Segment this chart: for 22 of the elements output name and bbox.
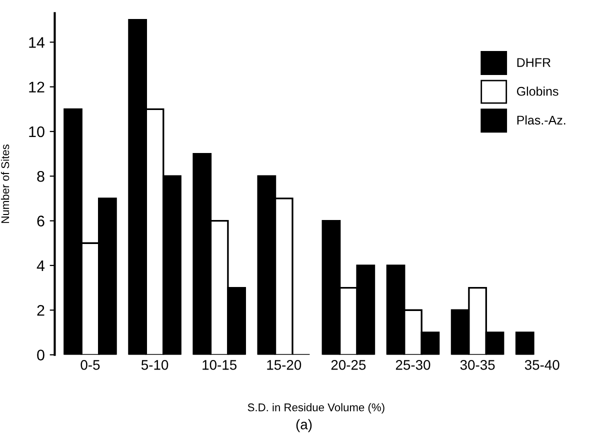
legend-label: DHFR	[517, 58, 550, 67]
legend-label: Plas.-Az.	[517, 115, 566, 125]
y-axis-title: Number of Sites	[0, 144, 10, 223]
legend-label: Globins	[516, 86, 558, 96]
x-tick-label: 10-15	[202, 360, 237, 370]
y-tick-label: 2	[37, 304, 44, 316]
y-tick-label: 4	[36, 260, 45, 271]
y-tick-label: 6	[37, 216, 44, 226]
x-tick-label: 15-20	[267, 360, 302, 370]
x-tick-label: 35-40	[524, 360, 560, 370]
x-tick-label: 30-35	[460, 360, 495, 370]
x-tick-label: 20-25	[331, 360, 366, 370]
x-tick-label: 25-30	[396, 360, 430, 370]
y-tick-label: 12	[29, 82, 44, 92]
y-tick-label: 0	[37, 350, 44, 360]
y-tick-label: 10	[29, 126, 44, 138]
text: (a)	[296, 419, 312, 432]
x-tick-label: 0-5	[80, 360, 100, 370]
x-axis-title: S.D. in Residue Volume (%)	[248, 403, 384, 414]
x-tick-label: 5-10	[141, 360, 168, 370]
y-tick-label: 8	[37, 171, 44, 182]
y-tick-label: 14	[29, 37, 45, 48]
